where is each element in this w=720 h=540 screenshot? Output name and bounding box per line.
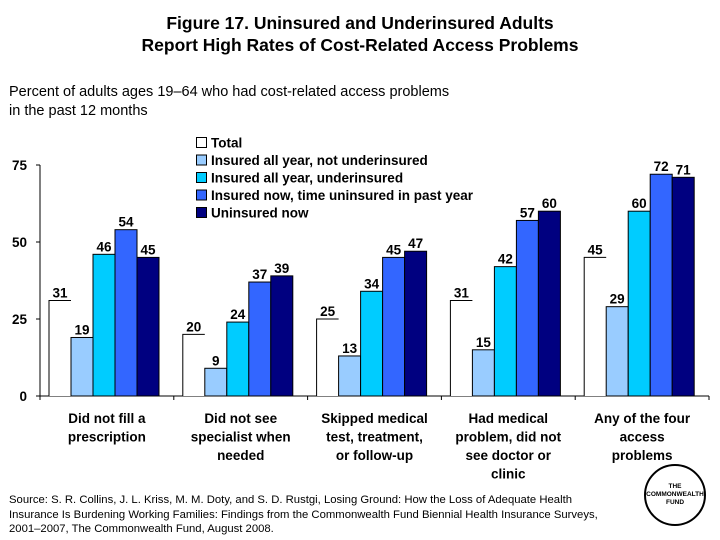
legend-swatch xyxy=(196,172,207,183)
y-tick-label: 50 xyxy=(12,235,27,250)
data-label: 13 xyxy=(342,341,358,356)
category-label: Had medical problem, did not see doctor or… xyxy=(455,411,561,482)
data-label: 45 xyxy=(140,242,156,257)
data-label: 45 xyxy=(588,242,604,257)
subtitle-line: in the past 12 months xyxy=(9,103,148,119)
bar xyxy=(450,300,473,396)
bar-outline xyxy=(316,318,339,396)
bar-outline xyxy=(182,333,205,396)
subtitle-line: Percent of adults ages 19–64 who had cos… xyxy=(9,84,450,100)
data-label: 72 xyxy=(654,159,669,174)
data-label: 34 xyxy=(364,276,380,291)
legend-label: Total xyxy=(211,136,242,151)
category-label: Did not fill a prescription xyxy=(68,411,146,445)
legend-label: Insured all year, not underinsured xyxy=(211,153,428,168)
y-tick-label: 0 xyxy=(19,389,27,404)
commonwealth-fund-logo: THE COMMONWEALTH FUND xyxy=(644,464,706,526)
data-label: 31 xyxy=(454,286,470,301)
data-label: 46 xyxy=(96,239,112,254)
data-label: 54 xyxy=(118,215,134,230)
legend-swatch xyxy=(196,207,207,218)
legend-label: Insured all year, underinsured xyxy=(211,171,403,186)
title-line: Report High Rates of Cost-Related Access… xyxy=(141,35,579,55)
bar xyxy=(226,321,250,397)
source-note: Source: S. R. Collins, J. L. Kriss, M. M… xyxy=(9,494,598,535)
title-line: Figure 17. Uninsured and Underinsured Ad… xyxy=(166,13,554,33)
legend-label: Insured now, time uninsured in past year xyxy=(211,188,474,203)
data-label: 45 xyxy=(386,242,402,257)
data-label: 31 xyxy=(52,286,68,301)
data-label: 20 xyxy=(186,319,201,334)
bar xyxy=(515,219,539,397)
bar xyxy=(493,266,517,397)
data-label: 15 xyxy=(476,335,492,350)
data-label: 24 xyxy=(230,307,246,322)
chart-title: Figure 17. Uninsured and Underinsured Ad… xyxy=(0,12,720,56)
data-label: 9 xyxy=(212,353,220,368)
bar xyxy=(248,281,272,397)
category-label: Any of the four access problems xyxy=(594,411,691,463)
data-label: 42 xyxy=(498,252,513,267)
bar xyxy=(605,306,629,397)
logo-line: THE xyxy=(668,483,682,490)
data-label: 29 xyxy=(610,292,625,307)
data-label: 37 xyxy=(252,267,267,282)
bar xyxy=(204,367,228,397)
bar xyxy=(49,300,71,396)
data-label: 39 xyxy=(274,261,289,276)
logo-line: COMMONWEALTH xyxy=(646,491,704,498)
legend-swatch xyxy=(196,189,207,201)
legend-swatch xyxy=(196,137,207,148)
legend-label: Uninsured now xyxy=(211,206,309,221)
data-label: 47 xyxy=(408,236,423,251)
y-tick-label: 25 xyxy=(12,312,28,327)
data-label: 19 xyxy=(74,322,89,337)
bar xyxy=(404,250,428,397)
data-label: 25 xyxy=(320,304,336,319)
bar xyxy=(338,355,362,397)
bar xyxy=(382,256,406,397)
chart-subtitle: Percent of adults ages 19–64 who had cos… xyxy=(9,83,569,121)
bar-outline xyxy=(48,300,71,396)
bar xyxy=(627,210,651,397)
bar-outline xyxy=(583,256,607,396)
bar xyxy=(671,176,695,397)
logo-line: FUND xyxy=(665,499,685,506)
bar xyxy=(182,334,205,396)
data-label: 60 xyxy=(632,196,647,211)
data-label: 60 xyxy=(542,196,557,211)
data-label: 71 xyxy=(676,162,692,177)
bar xyxy=(92,253,116,397)
bar xyxy=(270,275,294,397)
bar xyxy=(316,319,339,396)
bar xyxy=(136,256,160,397)
legend-swatch xyxy=(196,154,207,166)
data-label: 57 xyxy=(520,205,535,220)
bar xyxy=(70,336,94,397)
bar xyxy=(537,210,561,397)
category-label: Did not see specialist when needed xyxy=(191,411,291,463)
bar xyxy=(471,349,495,397)
category-label: Skipped medical test, treatment, or follow… xyxy=(321,411,428,463)
bar xyxy=(360,290,384,397)
bar xyxy=(584,257,607,396)
bar xyxy=(114,229,138,397)
y-tick-label: 75 xyxy=(12,158,28,173)
bar xyxy=(649,173,673,397)
bar-outline xyxy=(449,300,473,396)
